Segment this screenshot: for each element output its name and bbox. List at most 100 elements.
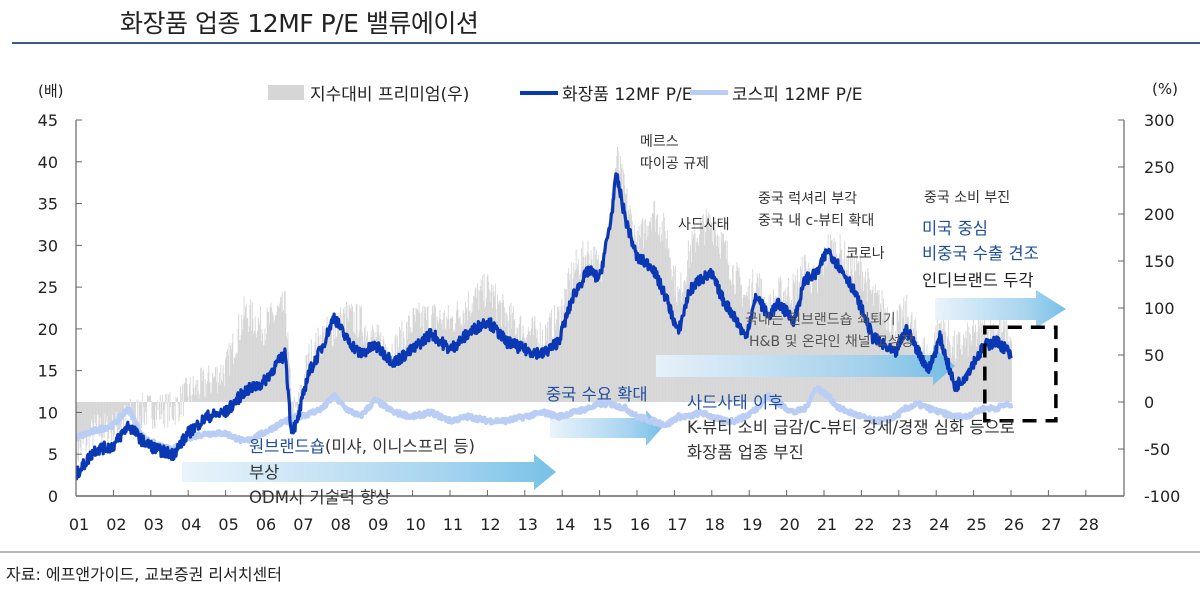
premium-bar	[810, 292, 812, 402]
premium-bar	[669, 256, 671, 402]
premium-bar	[977, 339, 979, 402]
premium-bar	[536, 337, 537, 402]
premium-bar	[313, 368, 315, 402]
premium-bar	[393, 366, 395, 402]
premium-bar	[249, 305, 251, 402]
premium-bar	[176, 398, 178, 402]
premium-bar	[564, 288, 566, 402]
premium-bar	[212, 373, 213, 402]
premium-bar	[208, 365, 210, 402]
premium-bar	[158, 402, 160, 403]
premium-bar	[498, 301, 500, 402]
premium-bar	[298, 392, 300, 402]
premium-bar	[198, 398, 200, 402]
annotation-indie: 인디브랜드 두각	[922, 268, 1034, 293]
premium-bar	[197, 379, 199, 402]
premium-bar	[857, 260, 859, 402]
premium-bar	[675, 301, 677, 402]
premium-bar	[587, 240, 589, 402]
premium-bar	[219, 384, 221, 402]
premium-bar	[244, 315, 246, 402]
premium-bar	[531, 318, 533, 402]
premium-bar	[489, 302, 491, 402]
premium-bar	[984, 319, 985, 402]
premium-bar	[618, 170, 620, 402]
premium-bar	[556, 319, 558, 402]
premium-bar	[779, 281, 780, 402]
premium-bar	[542, 329, 543, 402]
premium-bar	[650, 217, 652, 402]
premium-bar	[582, 240, 584, 402]
premium-bar	[674, 295, 676, 402]
premium-bar	[386, 346, 388, 402]
premium-bar	[116, 402, 118, 427]
premium-bar	[548, 317, 550, 402]
premium-bar	[868, 279, 870, 402]
premium-bar	[508, 337, 510, 402]
annotation-mers-line2: 따이공 규제	[640, 156, 709, 172]
premium-bar	[263, 345, 264, 402]
premium-bar	[738, 270, 739, 402]
premium-bar	[179, 402, 181, 418]
premium-bar	[319, 355, 321, 402]
premium-bar	[494, 283, 496, 402]
premium-bar	[629, 205, 631, 402]
premium-bar	[788, 296, 790, 402]
premium-bar	[813, 276, 815, 402]
premium-bar	[514, 319, 516, 402]
premium-bar	[132, 402, 134, 412]
premium-bar	[963, 334, 964, 402]
premium-bar	[788, 278, 789, 402]
premium-bar	[350, 310, 352, 402]
premium-bar	[799, 283, 801, 402]
premium-bar	[453, 331, 454, 402]
highlight-box-layer	[983, 325, 1058, 423]
premium-bar	[565, 289, 567, 402]
premium-bar	[415, 307, 417, 402]
right-tick-label: 100	[1144, 299, 1175, 318]
premium-bar	[577, 263, 579, 402]
premium-bar	[217, 393, 219, 402]
premium-bar	[583, 256, 584, 402]
annotation-us-focus-line2: 비중국 수출 견조	[922, 244, 1039, 263]
premium-bar	[218, 382, 219, 402]
premium-bar	[197, 390, 199, 402]
premium-bar	[141, 393, 143, 402]
premium-bar	[818, 271, 820, 402]
premium-bar	[518, 343, 519, 402]
premium-bar	[789, 305, 791, 402]
premium-bar	[461, 323, 463, 402]
premium-bar	[530, 328, 532, 402]
premium-bar	[488, 289, 490, 402]
legend-label-premium: 지수대비 프리미엄(우)	[310, 85, 470, 105]
premium-bar	[239, 340, 241, 402]
premium-bar	[798, 281, 800, 402]
premium-bar	[413, 308, 415, 402]
premium-bar	[336, 336, 338, 402]
premium-bar	[230, 349, 232, 402]
premium-bar	[129, 402, 130, 409]
premium-bar	[288, 363, 290, 402]
premium-bar	[85, 402, 87, 452]
premium-bar	[449, 328, 451, 402]
axis-layer: 051015202530354045-100-50050100150200250…	[38, 111, 1181, 534]
premium-bar	[874, 293, 875, 402]
premium-bar	[801, 256, 803, 402]
premium-bar	[653, 200, 655, 402]
premium-bar	[748, 299, 750, 402]
premium-bar	[561, 298, 563, 402]
premium-bar	[619, 175, 621, 402]
right-tick-label: 0	[1144, 393, 1154, 412]
premium-bar	[734, 293, 736, 402]
premium-bar	[899, 303, 901, 402]
premium-bar	[438, 323, 439, 402]
premium-bar	[445, 330, 447, 402]
premium-bar	[121, 402, 123, 422]
premium-bar	[846, 255, 848, 402]
source-divider	[0, 551, 1200, 553]
premium-bar	[628, 210, 629, 402]
premium-bar	[432, 305, 433, 402]
premium-bar	[986, 344, 988, 402]
premium-bar	[225, 357, 227, 402]
premium-bar	[485, 305, 487, 402]
